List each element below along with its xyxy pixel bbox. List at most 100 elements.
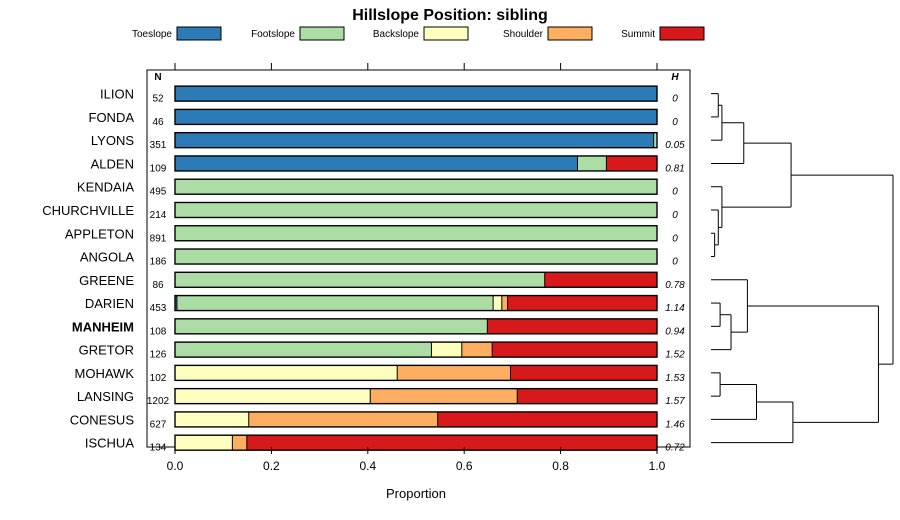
bar-segment-darien-summit xyxy=(507,295,657,311)
n-value-kendaia: 495 xyxy=(150,187,167,198)
h-value-gretor: 1.52 xyxy=(665,350,685,361)
bar-outline-appleton xyxy=(174,225,658,242)
x-tick-label: 0.0 xyxy=(167,459,184,473)
bar-outline-lansing xyxy=(174,387,658,405)
bar-segment-greene-footslope xyxy=(175,272,545,288)
bar-outline-angola xyxy=(174,248,658,265)
bar-outline-conesus xyxy=(174,411,658,428)
n-value-manheim: 108 xyxy=(150,326,167,337)
bar-segment-lansing-summit xyxy=(517,388,657,404)
bar-segment-conesus-shoulder xyxy=(248,411,438,427)
row-label-manheim: MANHEIM xyxy=(72,319,134,334)
bar-segment-darien-toeslope xyxy=(175,295,177,311)
bar-segment-angola-footslope xyxy=(175,249,657,265)
row-label-darien: DARIEN xyxy=(85,296,134,311)
x-tick-label: 0.2 xyxy=(263,459,280,473)
h-value-greene: 0.78 xyxy=(665,280,685,291)
h-value-ilion: 0 xyxy=(672,94,678,105)
bar-segment-lyons-toeslope xyxy=(175,132,654,148)
row-label-lyons: LYONS xyxy=(91,133,134,148)
n-value-angola: 186 xyxy=(150,257,167,268)
n-value-ilion: 52 xyxy=(152,94,164,105)
bar-segment-gretor-shoulder xyxy=(461,342,493,358)
n-header: N xyxy=(154,72,161,83)
row-label-churchville: CHURCHVILLE xyxy=(42,203,134,218)
bar-segment-alden-footslope xyxy=(577,155,607,171)
bars-group xyxy=(174,85,658,451)
bar-outline-ilion xyxy=(174,85,658,102)
bar-segment-greene-summit xyxy=(544,272,657,288)
chart-title: Hillslope Position: sibling xyxy=(352,7,548,24)
x-tick-label: 0.8 xyxy=(552,459,569,473)
row-label-conesus: CONESUS xyxy=(70,412,135,427)
x-axis-label: Proportion xyxy=(386,486,446,501)
x-axis: 0.0 0.2 0.4 0.6 0.8 1.0 xyxy=(167,63,666,473)
bar-segment-lansing-backslope xyxy=(175,388,371,404)
bar-segment-mohawk-summit xyxy=(510,365,657,381)
bar-outline-ischua xyxy=(174,434,658,451)
n-value-greene: 86 xyxy=(152,280,164,291)
bar-outline-gretor xyxy=(174,341,658,358)
bar-segment-mohawk-shoulder xyxy=(397,365,511,381)
bar-segment-lansing-shoulder xyxy=(370,388,518,404)
h-value-ischua: 0.72 xyxy=(665,443,685,454)
bar-outline-darien xyxy=(174,294,658,312)
bar-segment-darien-footslope xyxy=(176,295,494,311)
bar-segment-alden-summit xyxy=(606,155,657,171)
bar-outline-fonda xyxy=(174,108,658,126)
h-value-lyons: 0.05 xyxy=(665,140,685,151)
legend-label-footslope: Footslope xyxy=(251,29,295,40)
bar-outline-manheim xyxy=(174,318,658,335)
h-value-lansing: 1.57 xyxy=(665,396,685,407)
bar-outline-alden xyxy=(174,155,658,172)
legend-label-summit: Summit xyxy=(621,29,655,40)
row-label-angola: ANGOLA xyxy=(80,250,135,265)
h-value-fonda: 0 xyxy=(672,117,678,128)
bar-segment-ischua-shoulder xyxy=(232,435,247,451)
n-value-ischua: 134 xyxy=(150,443,167,454)
h-value-angola: 0 xyxy=(672,257,678,268)
bar-segment-darien-backslope xyxy=(493,295,502,311)
n-value-darien: 453 xyxy=(150,303,167,314)
h-value-mohawk: 1.53 xyxy=(665,373,685,384)
h-value-manheim: 0.94 xyxy=(665,326,685,337)
row-label-ilion: ILION xyxy=(100,87,134,102)
legend-swatch-shoulder xyxy=(547,26,593,41)
x-tick-label: 0.6 xyxy=(456,459,473,473)
dendrogram xyxy=(711,93,894,444)
bar-segment-gretor-backslope xyxy=(431,342,462,358)
bar-outline-mohawk xyxy=(174,364,658,382)
n-value-lansing: 1202 xyxy=(147,396,170,407)
bar-segment-gretor-footslope xyxy=(175,342,432,358)
x-tick-label: 1.0 xyxy=(649,459,666,473)
x-tick-label: 0.4 xyxy=(359,459,376,473)
n-value-mohawk: 102 xyxy=(150,373,167,384)
bar-outline-kendaia xyxy=(174,178,658,195)
bar-outline-greene xyxy=(174,271,658,288)
bar-outline-lyons xyxy=(174,131,658,149)
bar-outline-churchville xyxy=(174,201,658,219)
row-label-alden: ALDEN xyxy=(91,156,134,171)
n-value-appleton: 891 xyxy=(150,233,167,244)
bar-segment-fonda-toeslope xyxy=(175,109,657,125)
h-value-alden: 0.81 xyxy=(665,163,684,174)
bar-segment-ischua-summit xyxy=(246,435,657,451)
row-label-lansing: LANSING xyxy=(77,389,134,404)
h-header: H xyxy=(671,72,679,83)
row-label-greene: GREENE xyxy=(79,273,134,288)
h-value-kendaia: 0 xyxy=(672,187,678,198)
bar-segment-lyons-footslope xyxy=(653,132,657,148)
n-value-fonda: 46 xyxy=(152,117,164,128)
legend-label-toeslope: Toeslope xyxy=(132,29,172,40)
bar-segment-mohawk-backslope xyxy=(175,365,398,381)
bar-segment-conesus-backslope xyxy=(175,411,249,427)
n-value-alden: 109 xyxy=(150,163,167,174)
legend-swatch-footslope xyxy=(299,26,345,41)
bar-segment-alden-toeslope xyxy=(175,155,578,171)
h-value-conesus: 1.46 xyxy=(665,419,685,430)
bar-segment-manheim-summit xyxy=(487,318,657,334)
row-label-ischua: ISCHUA xyxy=(85,436,134,451)
legend-swatch-summit xyxy=(659,26,705,41)
row-label-fonda: FONDA xyxy=(89,110,135,125)
